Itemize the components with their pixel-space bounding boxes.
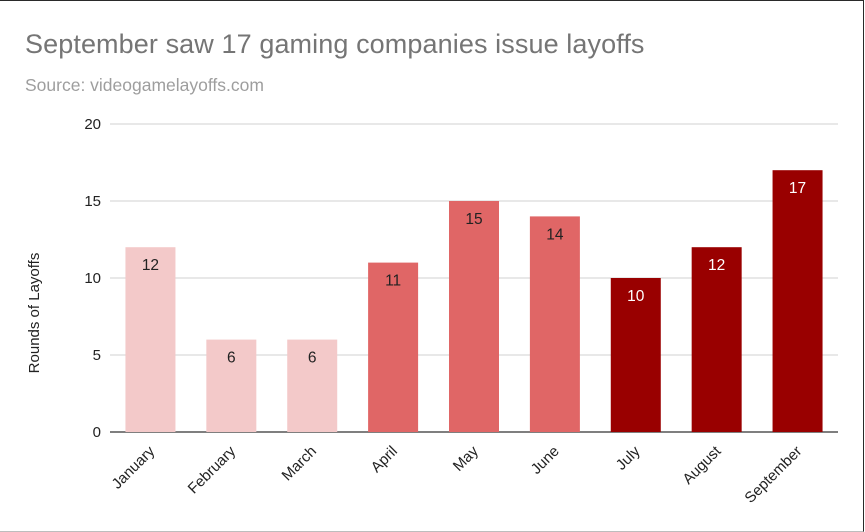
- x-tick-label: April: [368, 443, 401, 476]
- data-label: 15: [465, 211, 482, 228]
- bar-march: [287, 339, 338, 432]
- x-tick-label: August: [679, 442, 725, 488]
- data-label: 6: [308, 350, 317, 367]
- x-tick-label: July: [613, 442, 644, 473]
- x-tick-label: February: [185, 442, 240, 497]
- bar-february: [206, 339, 257, 432]
- bar-january: [125, 247, 176, 432]
- bars: 12 6 6 11 15 14 10 12 17: [125, 170, 823, 432]
- data-label: 12: [142, 257, 159, 274]
- bar-april: [368, 262, 419, 432]
- y-axis-label: Rounds of Layoffs: [26, 253, 43, 374]
- y-tick-label: 20: [84, 116, 101, 133]
- data-label: 12: [708, 257, 725, 274]
- chart-subtitle: Source: videogamelayoffs.com: [25, 75, 264, 95]
- bar-june: [529, 216, 580, 432]
- data-label: 17: [789, 180, 806, 197]
- x-axis-ticks: January February March April May June July Augu…: [109, 442, 806, 506]
- bar-august: [691, 247, 742, 432]
- x-tick-label: June: [528, 443, 563, 478]
- y-tick-label: 15: [84, 193, 101, 210]
- y-axis-ticks: 0 5 10 15 20: [84, 116, 101, 441]
- x-tick-label: March: [279, 443, 320, 484]
- y-tick-label: 5: [93, 347, 101, 364]
- bar-july: [610, 278, 661, 432]
- y-tick-label: 0: [93, 424, 101, 441]
- bar-september: [772, 170, 823, 432]
- data-label: 6: [227, 350, 236, 367]
- data-label: 14: [546, 226, 564, 243]
- data-label: 11: [385, 273, 401, 290]
- x-tick-label: May: [450, 442, 482, 474]
- data-label: 10: [627, 288, 645, 305]
- x-tick-label: January: [109, 442, 159, 492]
- chart-title: September saw 17 gaming companies issue …: [25, 29, 645, 59]
- bar-may: [449, 201, 499, 432]
- x-tick-label: September: [741, 443, 805, 507]
- y-tick-label: 10: [84, 270, 101, 287]
